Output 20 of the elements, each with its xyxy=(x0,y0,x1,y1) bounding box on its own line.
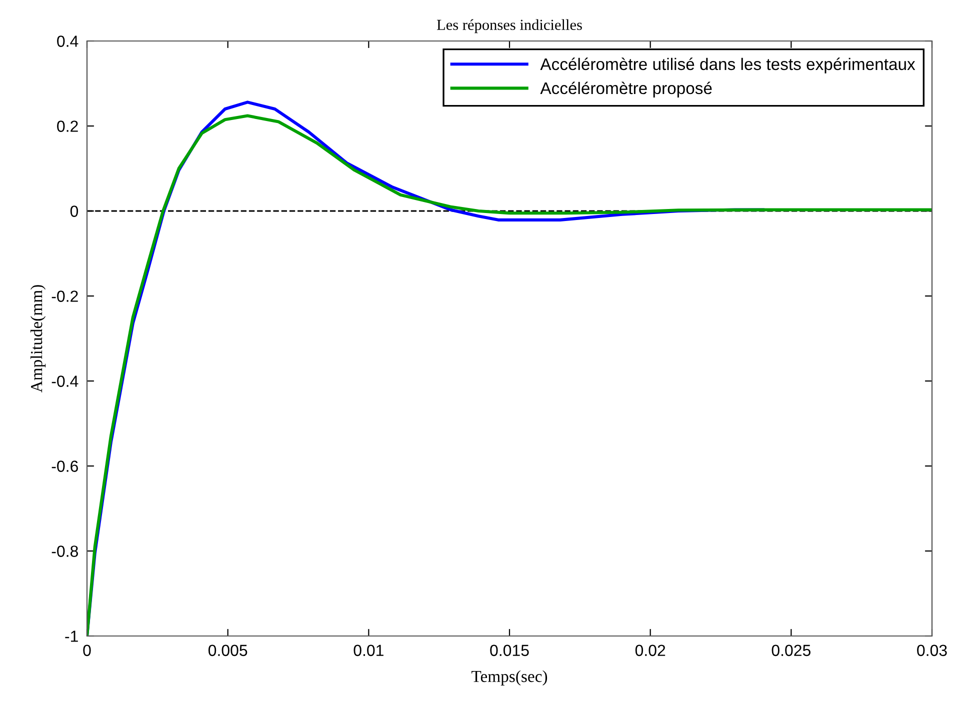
legend-label: Accéléromètre utilisé dans les tests expérimentaux xyxy=(540,58,916,74)
x-tick-label: 0 xyxy=(83,644,91,656)
y-tick-label: -0.4 xyxy=(52,376,78,387)
x-axis-title: Temps(sec) xyxy=(472,670,548,686)
y-axis-title: Amplitude(mm) xyxy=(30,285,46,392)
x-tick-label: 0.015 xyxy=(490,644,529,656)
x-tick-label: 0.03 xyxy=(917,644,947,656)
x-tick-label: 0.02 xyxy=(635,644,666,656)
legend-label: Accéléromètre proposé xyxy=(540,82,712,98)
x-tick-label: 0.01 xyxy=(354,644,384,656)
chart-title: Les réponses indicielles xyxy=(436,19,582,34)
y-tick-label: 0.2 xyxy=(57,120,78,132)
x-tick-label: 0.025 xyxy=(772,644,810,656)
y-tick-label: -0.2 xyxy=(52,290,78,302)
y-tick-label: -0.8 xyxy=(52,546,78,557)
y-tick-label: -0.6 xyxy=(52,460,78,472)
y-tick-label: 0 xyxy=(70,206,78,217)
x-tick-label: 0.005 xyxy=(208,644,248,656)
y-tick-label: -1 xyxy=(65,630,78,642)
y-tick-label: 0.4 xyxy=(57,36,78,47)
